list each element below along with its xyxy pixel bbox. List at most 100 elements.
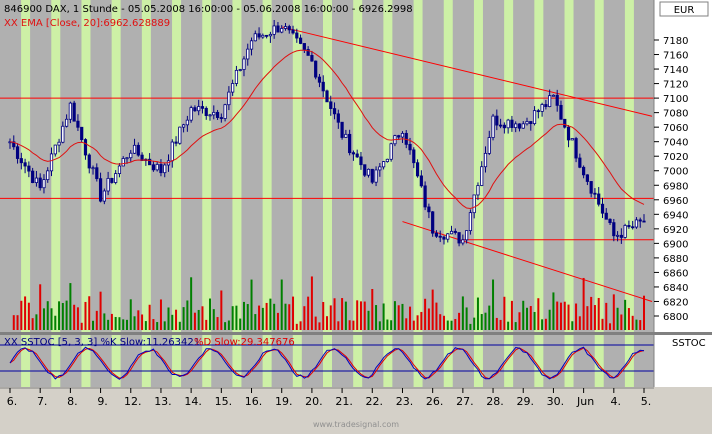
volume-bar xyxy=(635,319,638,330)
volume-bar xyxy=(586,306,589,330)
currency-box xyxy=(659,1,709,17)
candle-body xyxy=(219,117,223,119)
candle-body xyxy=(23,162,27,167)
candle-body xyxy=(19,158,23,164)
candle-body xyxy=(140,154,144,162)
volume-bar xyxy=(276,312,279,330)
time-tick-label: 22. xyxy=(366,395,384,408)
volume-bar xyxy=(593,305,596,330)
volume-bar xyxy=(16,315,19,330)
candle-body xyxy=(102,190,106,202)
time-tick-label: 23. xyxy=(396,395,414,408)
volume-bar xyxy=(201,306,204,330)
candle-body xyxy=(453,230,457,233)
candle-body xyxy=(46,170,50,181)
stoch-k-line xyxy=(9,346,645,380)
volume-bar xyxy=(393,301,396,330)
volume-bar xyxy=(190,277,193,330)
day-stripe xyxy=(232,0,242,332)
volume-bar xyxy=(114,316,117,330)
candle-body xyxy=(57,141,61,146)
day-stripe xyxy=(443,0,453,332)
candle-body xyxy=(49,153,54,172)
volume-bar xyxy=(352,320,355,330)
volume-bar xyxy=(435,302,438,330)
volume-bar xyxy=(363,301,366,330)
candle-body xyxy=(540,104,544,112)
candle-body xyxy=(442,236,446,240)
day-stripe xyxy=(383,0,393,332)
candle-body xyxy=(574,138,578,159)
volume-bar xyxy=(563,301,566,330)
volume-bar xyxy=(424,298,427,330)
candle-body xyxy=(38,177,42,189)
volume-bar xyxy=(288,304,291,330)
volume-bar xyxy=(529,306,532,330)
volume-bar xyxy=(39,284,42,330)
volume-bar xyxy=(458,312,461,330)
day-stripe xyxy=(21,335,31,387)
volume-bar xyxy=(609,323,612,330)
candle-body xyxy=(317,76,322,83)
candle-body xyxy=(548,95,552,107)
price-axis-ticks: 7180 7160 7140 7120 7100 7080 7060 7040 7020 7000… xyxy=(654,36,688,323)
volume-bar xyxy=(246,304,249,330)
volume-bar xyxy=(159,299,162,330)
candle-body xyxy=(310,55,314,62)
volume-bar xyxy=(480,314,483,330)
candle-body xyxy=(121,158,125,167)
day-stripe xyxy=(504,0,514,332)
volume-bar xyxy=(54,315,57,330)
volume-bar xyxy=(442,315,445,330)
volume-bar xyxy=(375,305,378,330)
candle-body xyxy=(80,126,84,140)
candle-body xyxy=(185,119,189,126)
volume-bar xyxy=(620,314,623,330)
candle-body xyxy=(619,234,623,238)
candle-body xyxy=(378,166,382,171)
volume-bar xyxy=(484,312,487,330)
candle-body xyxy=(249,40,254,50)
price-axis[interactable] xyxy=(654,0,712,332)
time-axis-ticks: 6. 7. 8. 9. 12. 13. 14. 15. 16. 19. 20. 21. 22. 23. 26… xyxy=(7,388,651,408)
volume-bar xyxy=(148,304,151,330)
volume-bar xyxy=(371,289,374,330)
stoch-d-legend: %D Slow:29.347676 xyxy=(194,337,295,348)
volume-bar xyxy=(227,320,230,330)
time-tick-label: 7. xyxy=(37,395,48,408)
candle-body xyxy=(336,113,340,123)
volume-bar xyxy=(167,307,170,330)
candle-body xyxy=(148,158,152,166)
price-tick-label: 7020 xyxy=(663,152,688,163)
volume-bar xyxy=(526,307,529,330)
volume-bar xyxy=(473,317,476,330)
candle-body xyxy=(215,111,220,118)
volume-bar xyxy=(507,321,510,330)
volume-bar xyxy=(84,301,87,330)
volume-bar xyxy=(427,308,430,330)
price-tick-label: 7000 xyxy=(663,167,688,178)
day-stripe xyxy=(172,0,182,332)
volume-bar xyxy=(110,313,113,330)
candle-body xyxy=(91,167,95,170)
candle-body xyxy=(642,220,646,223)
candle-body xyxy=(517,123,522,129)
day-stripe xyxy=(473,335,483,387)
candle-body xyxy=(370,168,374,183)
volume-bar xyxy=(50,308,53,330)
day-stripe xyxy=(262,335,272,387)
time-axis[interactable] xyxy=(0,388,712,430)
candle-body xyxy=(231,83,235,93)
volume-bar xyxy=(254,314,257,330)
candle-body xyxy=(408,143,412,151)
day-stripe xyxy=(534,0,544,332)
ema-legend: XX EMA [Close, 20]:6962.628889 xyxy=(4,18,170,29)
candle-body xyxy=(298,37,303,44)
volume-bar xyxy=(209,298,212,330)
volume-bar xyxy=(552,292,555,330)
price-tick-label: 7040 xyxy=(663,138,688,149)
candle-body xyxy=(234,69,239,84)
candle-body xyxy=(204,107,208,116)
candle-body xyxy=(238,69,242,71)
